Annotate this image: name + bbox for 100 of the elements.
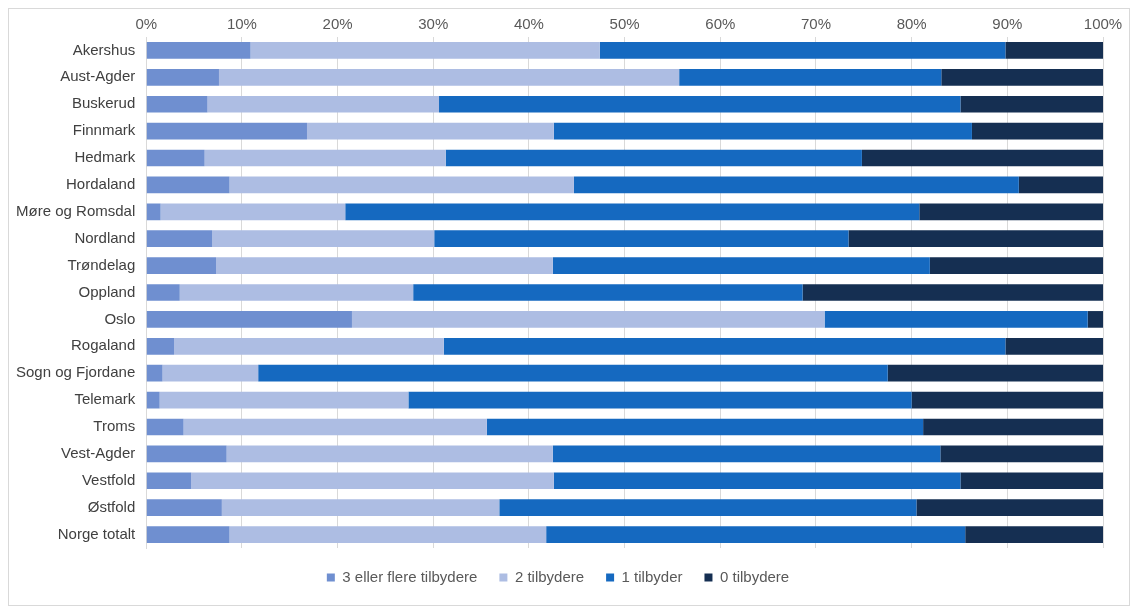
bar bbox=[146, 122, 307, 140]
bar bbox=[848, 230, 1103, 248]
x-tick-label: 60% bbox=[705, 15, 736, 33]
bar bbox=[146, 445, 227, 463]
bar bbox=[499, 499, 917, 516]
y-tick-label: Nordland bbox=[74, 228, 136, 246]
x-tick-label: 50% bbox=[609, 15, 640, 33]
bar bbox=[146, 526, 230, 543]
x-tick-label: 70% bbox=[800, 15, 831, 33]
bar bbox=[160, 203, 346, 221]
bar bbox=[221, 499, 500, 516]
bar bbox=[802, 284, 1103, 301]
bar bbox=[146, 284, 180, 301]
bar bbox=[434, 230, 849, 248]
bar bbox=[229, 176, 574, 194]
bar bbox=[911, 391, 1103, 409]
bar bbox=[923, 418, 1103, 436]
bar bbox=[146, 472, 192, 490]
bar bbox=[146, 418, 184, 436]
bar bbox=[546, 526, 966, 543]
bar bbox=[162, 364, 259, 382]
bar bbox=[413, 284, 803, 301]
legend-label: 3 eller flere tilbydere bbox=[342, 567, 478, 585]
y-tick-label: Møre og Romsdal bbox=[16, 201, 136, 219]
y-tick-label: Oslo bbox=[104, 309, 136, 327]
y-tick-label: Hedmark bbox=[74, 148, 136, 166]
legend-label: 1 tilbyder bbox=[621, 567, 683, 585]
bar bbox=[573, 176, 1019, 194]
bar bbox=[306, 122, 554, 140]
y-tick-label: Akershus bbox=[72, 40, 136, 58]
y-tick-label: Hordaland bbox=[66, 175, 136, 193]
bar bbox=[971, 122, 1103, 140]
bar bbox=[940, 445, 1103, 463]
y-tick-label: Vestfold bbox=[81, 470, 136, 488]
bar bbox=[960, 95, 1103, 113]
bar bbox=[965, 526, 1103, 543]
bar bbox=[179, 284, 414, 301]
bar bbox=[929, 257, 1103, 274]
x-tick-label: 0% bbox=[135, 15, 158, 33]
bar bbox=[345, 203, 920, 221]
y-tick-label: Finnmark bbox=[72, 121, 136, 139]
bar bbox=[229, 526, 547, 543]
y-tick-label: Buskerud bbox=[71, 94, 136, 112]
x-tick-label: 80% bbox=[896, 15, 927, 33]
bar bbox=[1087, 311, 1103, 328]
bar bbox=[679, 69, 942, 86]
bar bbox=[146, 499, 222, 516]
legend-label: 2 tilbydere bbox=[514, 567, 585, 585]
bar bbox=[552, 257, 930, 274]
bar bbox=[250, 42, 600, 59]
x-tick-label: 90% bbox=[992, 15, 1023, 33]
bar bbox=[207, 95, 440, 113]
bar bbox=[408, 391, 912, 409]
y-tick-label: Vest-Agder bbox=[61, 444, 136, 462]
bar bbox=[146, 149, 205, 167]
bar bbox=[486, 418, 924, 436]
bar bbox=[1005, 337, 1103, 355]
bar bbox=[146, 230, 213, 248]
bar bbox=[159, 391, 409, 409]
y-tick-label: Sogn og Fjordane bbox=[15, 363, 136, 381]
bar bbox=[553, 122, 972, 140]
bar bbox=[146, 95, 208, 113]
bar bbox=[146, 391, 160, 409]
bar bbox=[226, 445, 553, 463]
y-tick-label: Trøndelag bbox=[67, 255, 136, 273]
bar bbox=[146, 257, 217, 274]
bar bbox=[960, 472, 1103, 490]
bar bbox=[552, 445, 941, 463]
bar bbox=[916, 499, 1103, 516]
y-tick-label: Oppland bbox=[78, 282, 136, 300]
bar bbox=[445, 149, 862, 167]
bar bbox=[258, 364, 888, 382]
bar bbox=[216, 257, 553, 274]
bar bbox=[183, 418, 487, 436]
y-tick-label: Norge totalt bbox=[57, 524, 137, 542]
legend-label: 0 tilbydere bbox=[719, 567, 790, 585]
bar bbox=[146, 203, 161, 221]
bar bbox=[146, 364, 163, 382]
y-tick-label: Rogaland bbox=[71, 336, 136, 354]
bar bbox=[218, 69, 680, 86]
bar bbox=[146, 311, 352, 328]
y-tick-label: Telemark bbox=[74, 390, 136, 408]
x-tick-label: 100% bbox=[1083, 15, 1123, 33]
x-tick-label: 20% bbox=[322, 15, 353, 33]
bar bbox=[919, 203, 1103, 221]
y-tick-label: Østfold bbox=[87, 497, 136, 515]
bar bbox=[861, 149, 1103, 167]
bar bbox=[351, 311, 825, 328]
x-tick-label: 30% bbox=[418, 15, 449, 33]
bar bbox=[439, 95, 961, 113]
bar bbox=[146, 176, 230, 194]
bar bbox=[191, 472, 554, 490]
bar bbox=[146, 337, 174, 355]
bar bbox=[146, 42, 251, 59]
bar bbox=[599, 42, 1006, 59]
bar bbox=[824, 311, 1088, 328]
bar bbox=[1005, 42, 1103, 59]
bar bbox=[887, 364, 1103, 382]
x-tick-label: 10% bbox=[226, 15, 257, 33]
bar bbox=[174, 337, 444, 355]
